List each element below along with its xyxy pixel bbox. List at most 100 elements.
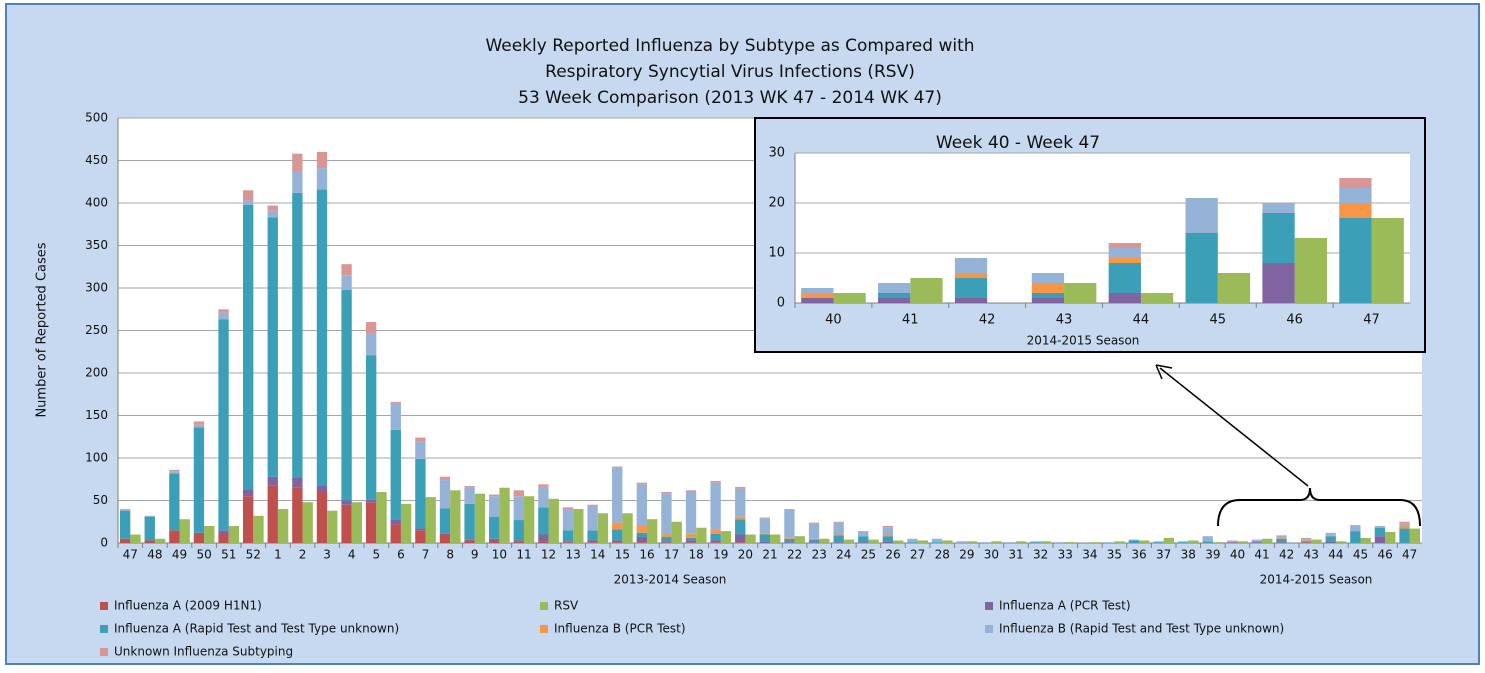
flu-bar-segment <box>1108 258 1141 263</box>
flu-bar-segment <box>513 520 524 541</box>
rsv-bar <box>770 534 781 543</box>
flu-bar-segment <box>981 542 992 543</box>
flu-bar-segment <box>341 504 352 543</box>
flu-bar-segment <box>144 515 155 517</box>
y-tick-label: 0 <box>100 536 108 550</box>
flu-bar-segment <box>954 298 988 303</box>
x-tick-label: 37 <box>1156 548 1171 562</box>
flu-bar-segment <box>439 508 451 534</box>
flu-bar-segment <box>710 542 721 543</box>
flu-bar-segment <box>1104 542 1115 543</box>
flu-bar-segment <box>218 309 229 313</box>
flu-bar-segment <box>538 541 549 543</box>
rsv-bar <box>597 513 609 543</box>
flu-bar-segment <box>193 424 205 428</box>
flu-bar-segment <box>390 429 401 520</box>
rsv-bar <box>1217 273 1251 303</box>
flu-bar-segment <box>169 530 180 543</box>
flu-bar-segment <box>759 534 770 542</box>
x-tick-label: 42 <box>979 313 996 328</box>
legend-label: Influenza B (PCR Test) <box>554 622 686 636</box>
legend-label: RSV <box>554 599 579 613</box>
y-tick-label: 30 <box>768 146 785 161</box>
x-tick-label: 26 <box>885 548 900 562</box>
x-tick-label: 33 <box>1058 548 1073 562</box>
x-tick-label: 20 <box>738 548 753 562</box>
flu-bar-segment <box>1325 535 1336 537</box>
x-tick-label: 19 <box>713 548 728 562</box>
flu-bar-segment <box>801 288 834 293</box>
x-tick-label: 28 <box>935 548 950 562</box>
flu-bar-segment <box>464 539 475 541</box>
rsv-bar <box>1294 238 1327 303</box>
flu-bar-segment <box>538 484 549 487</box>
flu-bar-segment <box>1054 542 1066 543</box>
flu-bar-segment <box>735 486 746 489</box>
x-tick-label: 46 <box>1286 313 1303 328</box>
flu-bar-segment <box>661 537 672 542</box>
x-tick-label: 36 <box>1131 548 1146 562</box>
flu-bar-segment <box>1153 542 1164 543</box>
flu-bar-segment <box>735 516 746 520</box>
x-tick-label: 41 <box>1254 548 1269 562</box>
flu-bar-segment <box>538 507 549 535</box>
flu-bar-segment <box>1325 532 1336 534</box>
flu-bar-segment <box>685 533 697 538</box>
flu-bar-segment <box>316 485 328 492</box>
flu-bar-segment <box>858 542 869 543</box>
rsv-bar <box>400 503 412 543</box>
x-tick-label: 4 <box>348 548 356 562</box>
flu-bar-segment <box>1399 528 1410 543</box>
flu-bar-segment <box>954 258 988 273</box>
flu-bar-segment <box>685 540 697 543</box>
x-tick-label: 31 <box>1008 548 1023 562</box>
flu-bar-segment <box>1030 542 1041 543</box>
flu-bar-segment <box>292 153 303 172</box>
y-tick-label: 250 <box>85 323 108 337</box>
flu-bar-segment <box>1374 526 1386 528</box>
x-tick-label: 45 <box>1210 313 1227 328</box>
flu-bar-segment <box>119 510 131 539</box>
rsv-bar <box>204 526 215 543</box>
y-tick-label: 10 <box>768 246 785 261</box>
flu-bar-segment <box>954 278 988 298</box>
flu-bar-segment <box>1300 537 1312 540</box>
flu-bar-segment <box>1251 541 1263 543</box>
flu-bar-segment <box>612 466 623 468</box>
flu-bar-segment <box>366 322 377 334</box>
flu-bar-segment <box>489 496 500 517</box>
y-tick-label: 300 <box>85 281 108 295</box>
chart-title: Weekly Reported Influenza by Subtype as … <box>485 36 974 56</box>
x-tick-label: 38 <box>1181 548 1196 562</box>
flu-bar-segment <box>242 200 254 205</box>
flu-bar-segment <box>636 484 647 526</box>
rsv-bar <box>868 539 879 543</box>
flu-bar-segment <box>1339 203 1372 218</box>
flu-bar-segment <box>636 542 647 543</box>
flu-bar-segment <box>1227 540 1238 542</box>
flu-bar-segment <box>1031 273 1065 283</box>
flu-bar-segment <box>1300 541 1312 543</box>
bracket <box>1217 487 1421 527</box>
x-tick-label: 40 <box>1230 548 1245 562</box>
flu-bar-segment <box>169 471 180 474</box>
inset-title: Week 40 - Week 47 <box>936 133 1100 153</box>
rsv-bar <box>646 519 658 543</box>
legend-swatch <box>540 602 548 610</box>
rsv-bar <box>499 487 510 543</box>
flu-bar-segment <box>242 489 254 497</box>
legend-label: Unknown Influenza Subtyping <box>114 645 293 659</box>
flu-bar-segment <box>415 437 426 442</box>
flu-bar-segment <box>415 530 426 543</box>
x-tick-label: 30 <box>984 548 999 562</box>
flu-bar-segment <box>464 486 475 488</box>
flu-bar-segment <box>735 519 746 535</box>
flu-bar-segment <box>1374 536 1386 543</box>
flu-bar-segment <box>1153 541 1164 543</box>
y-tick-label: 0 <box>777 296 785 311</box>
rsv-bar <box>277 509 289 543</box>
x-tick-label: 11 <box>516 548 531 562</box>
x-tick-label: 3 <box>323 548 331 562</box>
flu-bar-segment <box>489 516 500 539</box>
inset-x-label: 2014-2015 Season <box>1027 334 1140 348</box>
